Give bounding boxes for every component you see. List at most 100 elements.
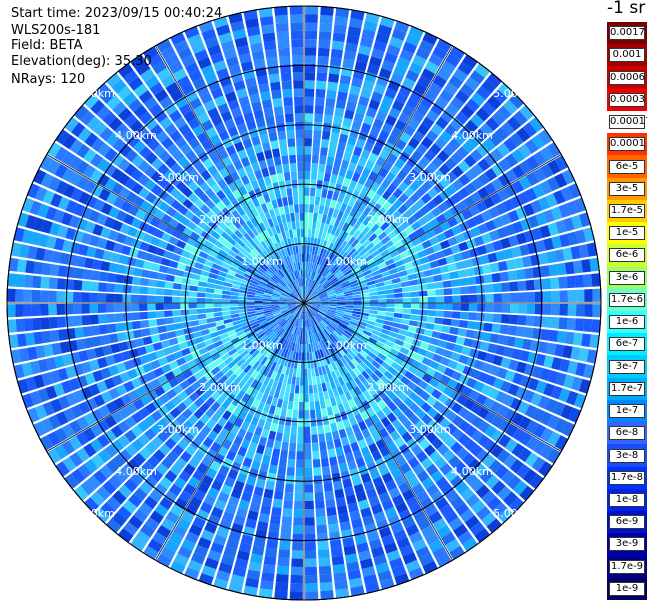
range-gate: [278, 416, 286, 426]
range-gate: [73, 485, 89, 501]
range-gate: [318, 205, 325, 215]
range-gate: [289, 316, 295, 324]
range-gate: [238, 53, 252, 64]
range-gate: [396, 381, 407, 391]
range-gate: [214, 357, 224, 366]
range-gate: [435, 250, 446, 260]
range-gate: [312, 450, 320, 460]
range-gate: [161, 136, 174, 150]
range-gate: [404, 370, 415, 381]
range-gate: [259, 278, 269, 285]
range-gate: [133, 83, 148, 98]
range-gate: [335, 309, 345, 314]
range-gate: [164, 194, 176, 206]
range-gate: [453, 461, 467, 475]
range-gate: [370, 249, 380, 258]
ray: [304, 303, 569, 451]
range-gate: [332, 208, 340, 219]
range-gate: [254, 245, 263, 254]
range-gate: [158, 150, 171, 163]
range-gate: [366, 407, 376, 418]
range-gate: [319, 155, 327, 165]
range-gate: [340, 125, 351, 136]
range-gate: [481, 332, 492, 342]
range-gate: [296, 287, 301, 296]
range-gate: [84, 132, 99, 147]
range-gate: [161, 363, 172, 374]
range-gate: [526, 420, 539, 435]
range-gate: [380, 221, 390, 231]
range-gate: [139, 146, 152, 159]
range-gate: [112, 138, 126, 152]
range-gate: [479, 122, 494, 137]
range-gate: [288, 283, 295, 291]
range-gate: [522, 122, 537, 138]
range-gate: [240, 361, 249, 371]
range-gate: [272, 291, 281, 296]
range-gate: [59, 252, 70, 265]
range-gate: [470, 226, 481, 238]
range-gate: [188, 303, 197, 309]
range-gate: [451, 192, 463, 204]
range-gate: [311, 305, 320, 310]
range-gate: [320, 278, 328, 286]
range-gate: [413, 265, 424, 273]
range-gate: [45, 385, 58, 400]
range-gate: [336, 294, 345, 298]
range-gate: [289, 350, 294, 360]
range-gate: [157, 356, 169, 367]
range-gate: [360, 410, 370, 421]
range-gate: [298, 278, 302, 287]
range-gate: [268, 405, 276, 415]
range-gate: [328, 297, 337, 301]
range-gate: [62, 353, 73, 367]
range-gate: [48, 277, 58, 290]
range-gate: [126, 458, 141, 472]
range-gate: [353, 396, 362, 406]
range-gate: [96, 213, 108, 226]
range-gate: [236, 550, 250, 562]
range-gate: [311, 297, 320, 301]
range-gate: [494, 464, 509, 479]
range-gate: [229, 152, 240, 164]
range-gate: [432, 400, 444, 412]
range-gate: [144, 179, 157, 191]
ray: [304, 303, 544, 489]
range-gate: [242, 244, 252, 254]
range-gate: [194, 544, 209, 557]
range-gate: [348, 17, 363, 29]
range-gate: [345, 381, 354, 392]
range-gate: [342, 401, 351, 411]
range-gate: [471, 416, 484, 429]
range-gate: [483, 274, 493, 284]
range-gate: [494, 127, 509, 142]
range-gate: [385, 311, 395, 317]
range-gate: [240, 175, 250, 186]
range-gate: [217, 446, 229, 458]
range-gate: [467, 276, 477, 286]
range-gate: [249, 239, 258, 248]
range-gate: [146, 224, 157, 236]
range-gate: [366, 280, 376, 286]
range-gate: [578, 244, 590, 259]
range-gate: [415, 271, 425, 279]
range-gate: [359, 235, 368, 245]
range-gate: [315, 333, 321, 342]
ray: [304, 303, 395, 590]
range-gate: [323, 317, 331, 324]
range-gate: [273, 207, 281, 217]
range-gate: [507, 116, 522, 131]
range-gate: [357, 339, 367, 347]
range-gate: [13, 227, 25, 242]
ray: [7, 303, 304, 318]
range-gate: [311, 351, 316, 360]
range-gate: [102, 250, 113, 262]
range-gate: [421, 413, 433, 426]
range-gate: [246, 303, 255, 306]
range-gate: [292, 308, 299, 316]
range-gate: [322, 258, 329, 268]
range-gate: [179, 233, 190, 243]
range-gate: [234, 367, 244, 377]
range-gate: [89, 359, 100, 371]
range-gate: [100, 391, 113, 404]
